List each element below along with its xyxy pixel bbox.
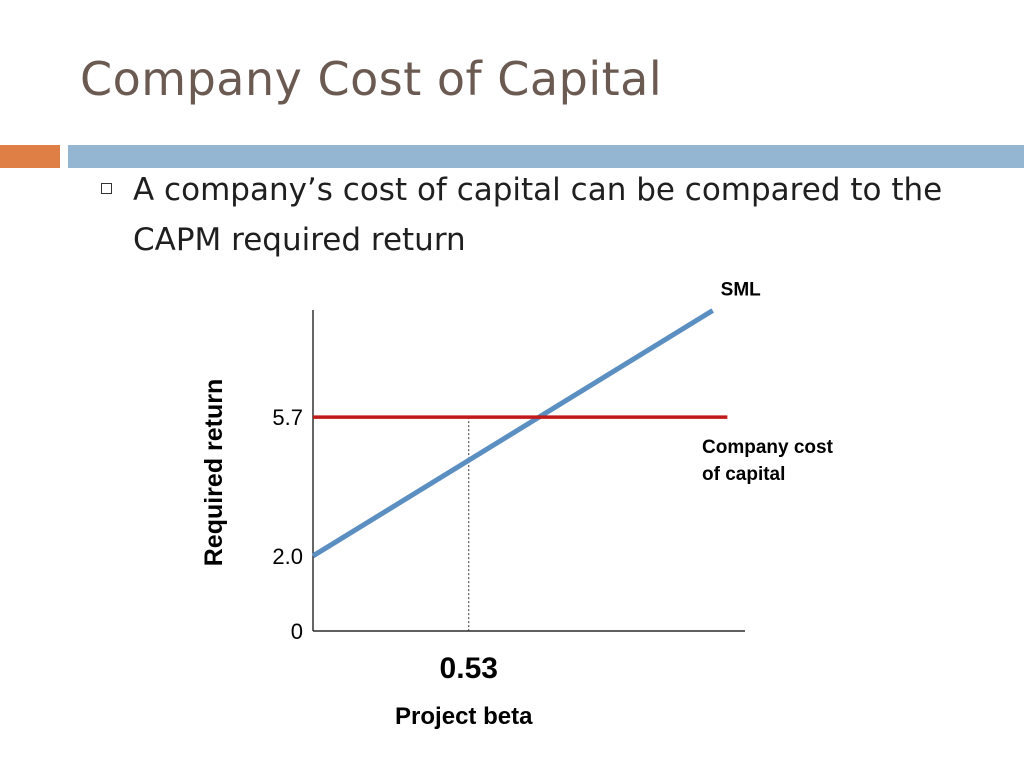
y-tick-label-5-7: 5.7: [272, 405, 303, 430]
x-axis-label: Project beta: [395, 703, 533, 730]
x-tick-label-0-53: 0.53: [440, 652, 498, 685]
company-cost-of-capital-label: Company cost of capital: [702, 437, 834, 485]
slide-title: Company Cost of Capital: [80, 52, 663, 106]
series-group: [311, 308, 728, 559]
company-cost-of-capital-label-line: of capital: [702, 464, 785, 485]
sml-label: SML: [721, 279, 762, 300]
y-tick-label-2: 2.0: [272, 544, 303, 569]
header-rule-bar: [68, 145, 1024, 168]
accent-bar: [0, 145, 60, 168]
sml-line: [311, 308, 714, 559]
bullet-square-icon: [101, 183, 112, 194]
company-cost-of-capital-label-line: Company cost: [702, 437, 834, 458]
y-tick-label-0: 0: [291, 619, 303, 644]
y-axis-label: Required return: [200, 379, 228, 567]
bullet-text: A company’s cost of capital can be compa…: [133, 172, 943, 258]
